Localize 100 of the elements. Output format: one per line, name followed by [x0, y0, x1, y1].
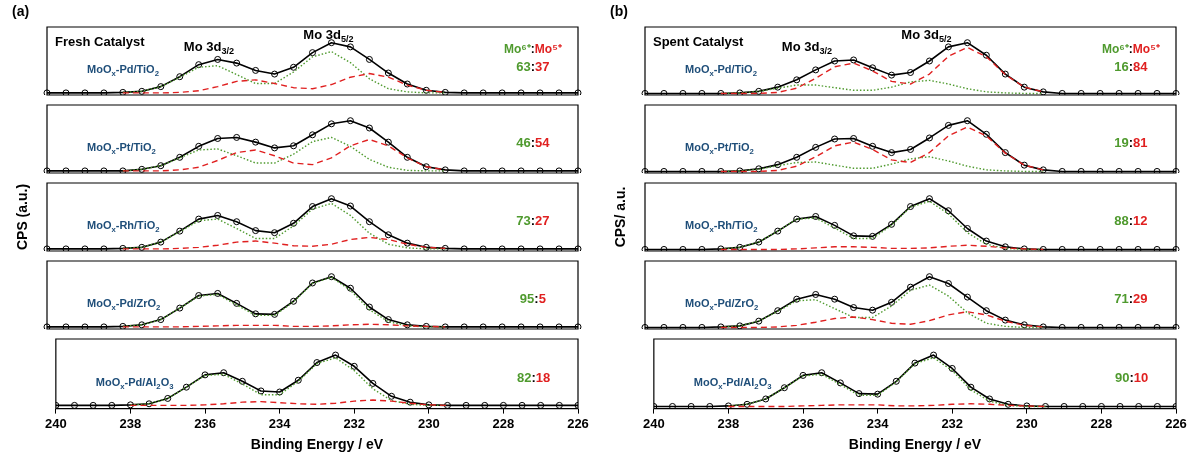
point — [1096, 245, 1104, 251]
point — [907, 203, 914, 211]
point — [276, 388, 284, 396]
point — [850, 56, 858, 64]
point — [214, 55, 222, 63]
point — [812, 290, 820, 298]
point — [774, 83, 782, 91]
point — [1172, 89, 1180, 95]
point — [233, 59, 241, 67]
point — [1153, 89, 1161, 95]
point — [327, 195, 335, 203]
point — [660, 167, 668, 173]
point — [982, 307, 990, 315]
point — [869, 232, 877, 240]
annotation: 82:18 — [516, 369, 551, 385]
annotation: MoO$_{x}$-Pd/TiO$_{2}$ — [87, 62, 159, 78]
point — [1096, 89, 1104, 95]
point — [119, 322, 127, 329]
point — [706, 402, 714, 409]
point — [536, 245, 544, 251]
point — [736, 167, 744, 173]
point — [479, 167, 487, 173]
annotation: 63:37 — [516, 58, 550, 74]
point — [309, 279, 316, 287]
point — [164, 394, 172, 402]
point — [62, 89, 70, 95]
point — [271, 310, 279, 318]
point — [290, 219, 298, 227]
point — [157, 83, 165, 91]
point — [755, 165, 763, 173]
point — [874, 390, 882, 398]
point — [1020, 321, 1028, 329]
point — [1134, 323, 1142, 329]
x-axis-title: Binding Energy / eV — [848, 436, 982, 453]
point — [717, 245, 725, 251]
point — [925, 273, 933, 281]
point — [698, 245, 706, 251]
annotation: MoO$_{x}$-Pd/TiO$_{2}$ — [685, 62, 757, 78]
point — [384, 69, 392, 77]
point — [555, 167, 563, 173]
point — [108, 401, 116, 409]
point — [126, 401, 134, 409]
point — [755, 317, 763, 325]
annotation: Mo 3d$_{3/2}$ — [781, 38, 833, 57]
point — [313, 359, 321, 367]
point — [462, 401, 470, 409]
point — [233, 218, 241, 226]
point — [967, 383, 975, 391]
point — [668, 402, 676, 409]
point — [498, 89, 506, 95]
point — [195, 215, 203, 223]
point — [498, 167, 506, 173]
point — [1172, 167, 1180, 173]
point — [138, 87, 146, 95]
point — [1134, 167, 1142, 173]
annotation: MoO$_{x}$-Pd/ZrO$_{2}$ — [87, 296, 161, 312]
point — [460, 245, 468, 251]
point — [100, 167, 108, 173]
x-tick-label: 238 — [119, 415, 142, 431]
annotation: Mo⁶⁺:Mo⁵⁺ — [1101, 42, 1160, 57]
point — [888, 220, 896, 228]
point — [384, 316, 392, 324]
point — [555, 401, 563, 409]
point — [812, 143, 820, 151]
point — [252, 66, 260, 74]
x-tick-label: 228 — [1090, 415, 1113, 431]
point — [536, 323, 544, 329]
point — [660, 89, 668, 95]
point — [441, 166, 449, 173]
point — [252, 310, 260, 318]
point — [214, 211, 222, 219]
point — [517, 89, 525, 95]
point — [81, 89, 89, 95]
annotation: 73:27 — [516, 212, 550, 228]
point — [1039, 245, 1047, 251]
point — [724, 402, 732, 409]
point — [850, 232, 858, 240]
point — [327, 273, 335, 281]
point — [555, 245, 563, 251]
point — [855, 390, 863, 398]
annotation: 46:54 — [516, 134, 550, 150]
point — [925, 195, 933, 203]
point — [290, 63, 298, 71]
point — [963, 117, 971, 125]
point — [574, 245, 582, 251]
point — [831, 135, 839, 143]
point — [1058, 323, 1066, 329]
point — [907, 283, 914, 291]
point — [384, 231, 392, 239]
point — [1079, 402, 1087, 409]
point — [1115, 323, 1123, 329]
x-tick-label: 228 — [492, 415, 515, 431]
point — [157, 162, 165, 170]
point — [831, 57, 839, 65]
point — [43, 245, 51, 251]
point — [81, 323, 89, 329]
point — [755, 87, 763, 95]
y-axis-title: CPS (a.u.) — [14, 183, 30, 251]
point — [1001, 316, 1009, 324]
point — [517, 323, 525, 329]
